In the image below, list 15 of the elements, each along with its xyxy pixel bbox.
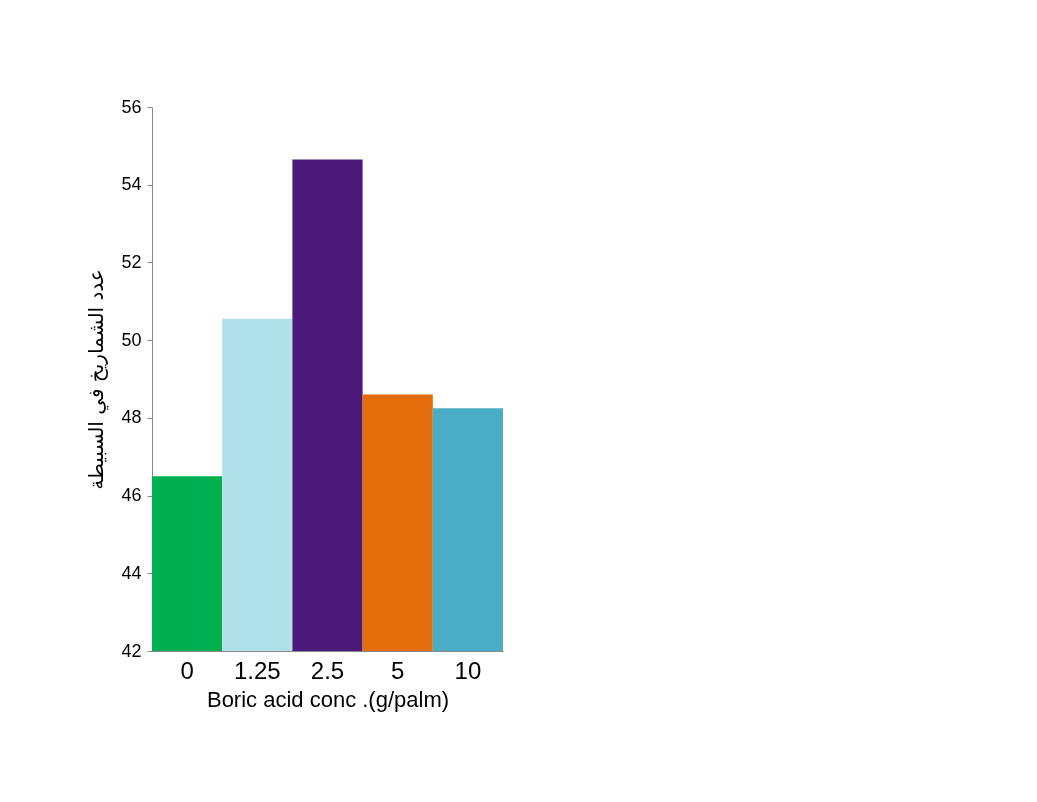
y-tick-label: 46 bbox=[121, 485, 142, 506]
x-tick-label: 5 bbox=[391, 656, 405, 684]
y-tick-label: 42 bbox=[121, 640, 142, 661]
y-axis-title: عدد الشماريخ في السبيطة bbox=[84, 269, 110, 490]
x-tick-label: 1.25 bbox=[233, 656, 281, 684]
y-tick-label: 48 bbox=[121, 407, 142, 428]
y-tick-label: 54 bbox=[121, 174, 142, 195]
y-tick-label: 56 bbox=[121, 96, 142, 117]
y-tick-label: 44 bbox=[121, 562, 142, 583]
x-tick-label: 10 bbox=[454, 656, 482, 684]
x-tick-label: 2.5 bbox=[310, 656, 345, 684]
y-tick-label: 50 bbox=[121, 329, 142, 350]
y-tick-label: 52 bbox=[121, 251, 142, 272]
x-tick-label: 0 bbox=[180, 656, 194, 684]
x-axis-title: Boric acid conc .(g/palm) bbox=[206, 686, 450, 712]
